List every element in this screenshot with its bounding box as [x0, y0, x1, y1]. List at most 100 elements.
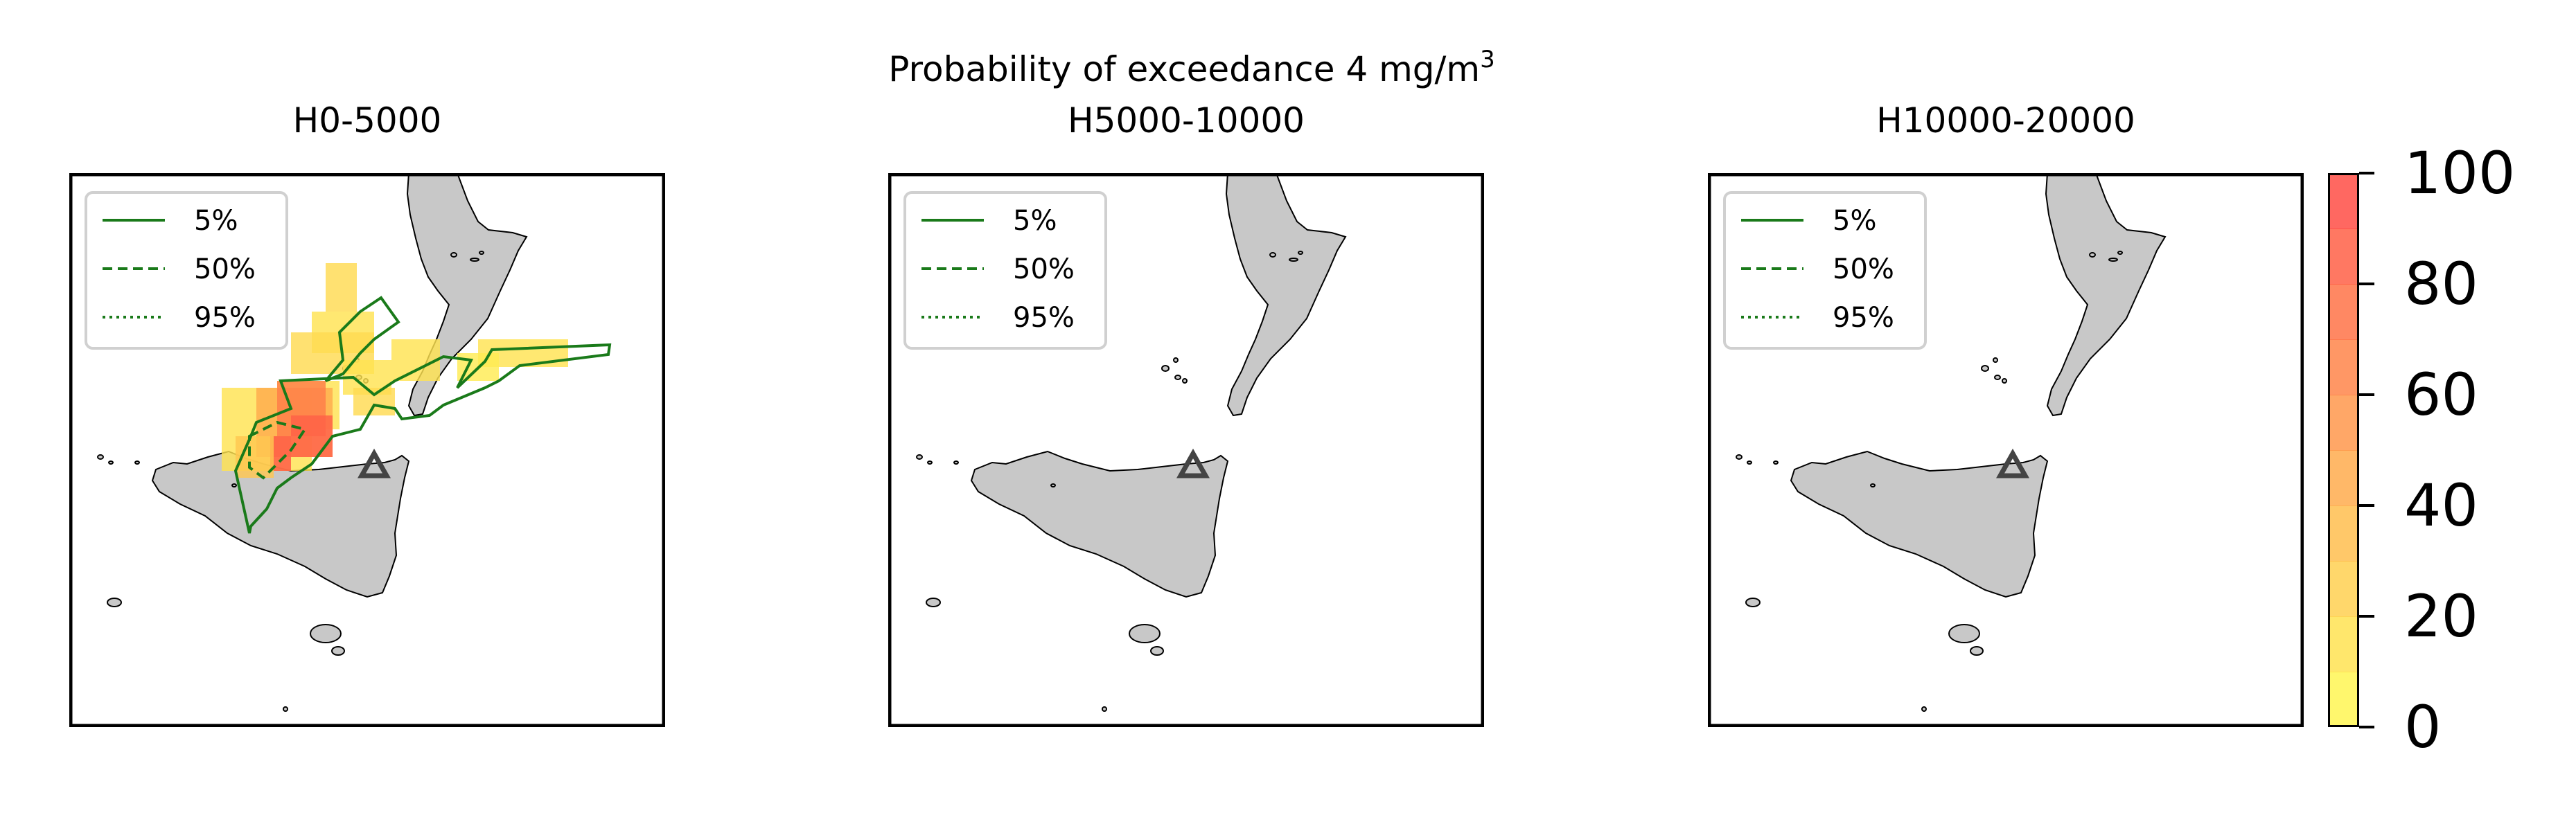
colorbar-band — [2328, 229, 2359, 285]
island — [2108, 258, 2118, 262]
contour-5pct — [233, 343, 612, 534]
probability-cell — [353, 388, 395, 415]
island — [927, 460, 933, 465]
island — [1173, 357, 1179, 363]
legend-box — [1723, 191, 1927, 350]
colorbar-tick — [2359, 615, 2374, 618]
legend-label: 95% — [194, 302, 256, 334]
island — [1102, 706, 1107, 712]
island — [231, 483, 237, 487]
colorbar-tick-label: 60 — [2404, 361, 2478, 429]
sicily-landmass — [1790, 450, 2049, 598]
island — [1289, 258, 1298, 262]
island — [1948, 624, 1980, 643]
legend-label: 50% — [194, 253, 256, 285]
island — [108, 460, 114, 465]
island — [2002, 378, 2007, 384]
colorbar-tick-label: 80 — [2404, 250, 2478, 318]
sicily-landmass — [970, 450, 1229, 598]
map-panel-3: 5% 50% 95% — [1708, 173, 2304, 727]
island — [450, 252, 457, 258]
legend-label: 50% — [1013, 253, 1075, 285]
map-panel-1: 5% 50% 95% — [69, 173, 665, 727]
probability-cell — [291, 415, 333, 457]
map-frame — [1708, 173, 2304, 727]
island — [1773, 460, 1779, 465]
colorbar-band — [2328, 339, 2359, 395]
map-frame — [69, 173, 665, 727]
colorbar-tick — [2359, 393, 2374, 396]
legend-label: 5% — [1833, 205, 1876, 237]
colorbar-tick-label: 20 — [2404, 582, 2478, 650]
island — [1050, 483, 1056, 487]
probability-cell — [391, 339, 440, 381]
source-triangle-icon — [1176, 448, 1210, 478]
legend-box — [85, 191, 288, 350]
legend-label: 5% — [1013, 205, 1057, 237]
figure-title: Probability of exceedance 4 mg/m3 — [888, 46, 1495, 89]
colorbar-band — [2328, 395, 2359, 451]
colorbar-tick-label: 40 — [2404, 472, 2478, 539]
legend: 5% 50% 95% — [903, 191, 1107, 350]
legend: 5% 50% 95% — [1723, 191, 1927, 350]
island — [1150, 646, 1164, 656]
calabria-landmass — [1225, 173, 1347, 417]
map-svg: 5% 50% 95% — [888, 173, 1484, 727]
colorbar-band — [2328, 505, 2359, 562]
island — [1174, 375, 1181, 380]
island — [2117, 251, 2123, 255]
island — [97, 454, 104, 460]
island — [1298, 251, 1303, 255]
island — [1921, 706, 1927, 712]
source-triangle-icon — [358, 448, 391, 478]
island — [2089, 252, 2096, 258]
source-triangle-icon — [1996, 448, 2029, 478]
legend-label: 50% — [1833, 253, 1894, 285]
map-svg: 5% 50% 95% — [69, 173, 665, 727]
colorbar-tick — [2359, 172, 2374, 174]
probability-cell — [326, 263, 357, 312]
island — [310, 624, 342, 643]
island — [916, 454, 923, 460]
island — [1993, 357, 1998, 363]
panel-title-2: H5000-10000 — [1068, 100, 1305, 141]
island — [1994, 375, 2001, 380]
colorbar-tick — [2359, 726, 2374, 728]
panel-title-1: H0-5000 — [292, 100, 442, 141]
island — [1970, 646, 1984, 656]
island — [1736, 454, 1743, 460]
map-svg: 5% 50% 95% — [1708, 173, 2304, 727]
legend-label: 95% — [1833, 302, 1894, 334]
colorbar-band — [2328, 616, 2359, 672]
island — [1182, 378, 1188, 384]
island — [107, 598, 122, 607]
island — [283, 706, 288, 712]
island — [331, 646, 345, 656]
legend: 5% 50% 95% — [85, 191, 288, 350]
panel-title-3: H10000-20000 — [1876, 100, 2135, 141]
legend-label: 95% — [1013, 302, 1075, 334]
colorbar-tick — [2359, 504, 2374, 507]
colorbar-band — [2328, 561, 2359, 617]
island — [470, 258, 479, 262]
colorbar-band — [2328, 672, 2359, 727]
contour-50pct — [248, 420, 308, 480]
legend-label: 5% — [194, 205, 238, 237]
calabria-landmass — [2045, 173, 2167, 417]
colorbar-tick — [2359, 283, 2374, 285]
colorbar-tick-label: 0 — [2404, 693, 2442, 761]
island — [134, 460, 140, 465]
island — [1745, 598, 1761, 607]
colorbar — [2328, 173, 2359, 727]
island — [1161, 365, 1170, 372]
island — [1870, 483, 1876, 487]
colorbar-band — [2328, 284, 2359, 340]
colorbar-tick-label: 100 — [2404, 139, 2516, 207]
island — [953, 460, 959, 465]
legend-box — [903, 191, 1107, 350]
colorbar-band — [2328, 173, 2359, 229]
island — [479, 251, 484, 255]
map-panel-2: 5% 50% 95% — [888, 173, 1484, 727]
island — [926, 598, 941, 607]
island — [1269, 252, 1276, 258]
